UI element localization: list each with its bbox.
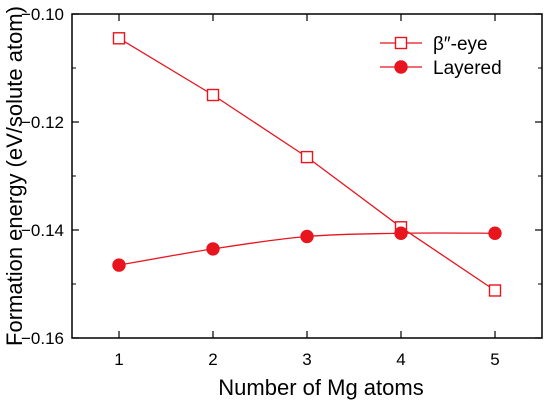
y-tick-label: −0.10 xyxy=(21,5,64,24)
legend-label: Layered xyxy=(433,58,502,79)
data-point xyxy=(394,226,408,240)
data-point xyxy=(488,284,502,297)
data-point xyxy=(206,242,220,256)
x-tick-label: 4 xyxy=(396,350,405,369)
series-2 xyxy=(112,226,502,272)
legend: β″-eye Layered xyxy=(380,34,502,79)
legend-marker xyxy=(394,60,408,74)
data-point xyxy=(488,226,502,240)
series-layer xyxy=(112,32,502,297)
data-point xyxy=(206,88,220,102)
y-tick-label: −0.16 xyxy=(21,329,64,348)
x-tick-label: 5 xyxy=(490,350,499,369)
axis-ticks: 1 2 3 4 5 −0.16 −0.14 −0.12 −0.10 xyxy=(21,5,542,369)
data-point xyxy=(300,229,314,244)
y-axis-title: Formation energy (eV/solute atom) xyxy=(2,6,27,346)
data-point xyxy=(112,258,126,272)
legend-label: β″-eye xyxy=(433,34,488,55)
legend-marker xyxy=(394,36,408,50)
x-tick-label: 2 xyxy=(208,350,217,369)
data-point xyxy=(112,32,126,45)
x-axis-title: Number of Mg atoms xyxy=(218,375,423,400)
data-point xyxy=(300,150,314,164)
y-tick-label: −0.12 xyxy=(21,113,64,132)
y-tick-label: −0.14 xyxy=(21,221,64,240)
x-tick-label: 1 xyxy=(114,350,123,369)
x-tick-label: 3 xyxy=(302,350,311,369)
